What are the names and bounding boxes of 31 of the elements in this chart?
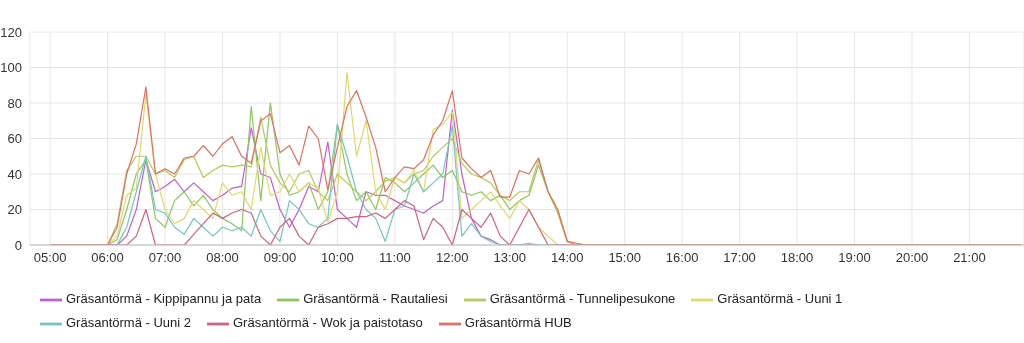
- x-tick-label: 14:00: [550, 250, 584, 266]
- legend-label: Gräsantörmä - Rautaliesi: [303, 291, 448, 306]
- legend-label: Gräsantörmä - Tunnelipesukone: [489, 291, 676, 306]
- x-tick-label: 08:00: [206, 250, 239, 266]
- y-tick-label: 0: [14, 237, 22, 253]
- y-tick-label: 120: [0, 24, 22, 40]
- y-tick-label: 40: [7, 166, 22, 182]
- x-tick-label: 12:00: [436, 250, 469, 266]
- x-tick-label: 18:00: [780, 250, 814, 266]
- y-tick-label: 80: [7, 95, 22, 111]
- x-tick-label: 20:00: [895, 250, 929, 266]
- legend-label: Gräsantörmä - Uuni 2: [66, 315, 191, 330]
- x-tick-label: 15:00: [608, 250, 641, 266]
- x-tick-label: 21:00: [953, 250, 986, 266]
- x-tick-label: 09:00: [263, 250, 297, 266]
- x-tick-label: 11:00: [379, 250, 411, 266]
- x-tick-label: 17:00: [723, 250, 756, 266]
- x-tick-label: 19:00: [838, 250, 871, 266]
- legend-label: Gräsantörmä - Uuni 1: [717, 291, 843, 306]
- legend-label: Gräsantörmä HUB: [464, 315, 572, 330]
- y-tick-label: 20: [7, 202, 22, 218]
- legend-label: Gräsantörmä - Wok ja paistotaso: [233, 315, 423, 330]
- y-tick-label: 100: [0, 60, 22, 76]
- x-tick-label: 13:00: [493, 250, 527, 266]
- x-tick-label: 10:00: [321, 250, 354, 266]
- x-tick-label: 16:00: [665, 250, 699, 266]
- x-tick-label: 07:00: [148, 250, 182, 266]
- x-tick-label: 05:00: [33, 250, 67, 266]
- y-tick-label: 60: [7, 131, 22, 147]
- legend-label: Gräsantörmä - Kippipannu ja pata: [66, 291, 262, 306]
- x-tick-label: 06:00: [91, 250, 124, 266]
